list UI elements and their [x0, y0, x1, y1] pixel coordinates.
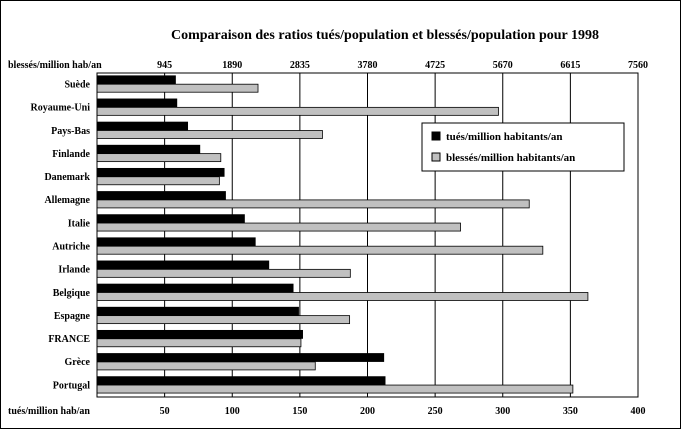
bar-blesses	[96, 268, 351, 278]
bar-blesses	[96, 153, 222, 163]
legend: tués/million habitants/an blessés/millio…	[421, 122, 625, 172]
bar-tues	[96, 121, 189, 131]
bottom-tick-label: 200	[360, 406, 375, 417]
bottom-tick-label: 50	[160, 406, 170, 417]
bottom-tick-label: 350	[563, 406, 578, 417]
top-tick-label: 2835	[290, 60, 310, 71]
top-axis-label: blessés/million hab/an	[8, 60, 102, 71]
bar-tues	[96, 283, 294, 293]
bottom-tick-label: 250	[428, 406, 443, 417]
legend-swatch-blesses	[431, 152, 441, 162]
bar-tues	[96, 353, 385, 362]
bar-blesses	[96, 315, 351, 325]
bottom-tick-label: 400	[631, 406, 646, 417]
bar-tues	[96, 306, 299, 316]
category-label: Irlande	[58, 265, 90, 276]
legend-label-blesses: blessés/million habitants/an	[446, 152, 575, 164]
category-label: Grèce	[64, 357, 90, 368]
top-tick-label: 6615	[560, 60, 580, 71]
category-label: FRANCE	[48, 334, 90, 345]
bar-tues	[96, 376, 386, 386]
category-label: Autriche	[52, 242, 90, 253]
bar-tues	[96, 260, 270, 270]
bottom-axis-label: tués/million hab/an	[8, 406, 90, 417]
bar-blesses	[96, 106, 499, 116]
bar-blesses	[96, 199, 530, 209]
bar-tues	[96, 191, 226, 200]
legend-box	[421, 122, 625, 172]
bar-tues	[96, 214, 245, 224]
category-label: Italie	[68, 218, 91, 229]
bottom-tick-label: 100	[225, 406, 240, 417]
tick-labels: 945 1890 2835 3780 4725 5670 6615 7560 50 100 150 2…	[157, 60, 648, 417]
bottom-tick-label: 150	[292, 406, 307, 417]
bar-tues	[96, 98, 178, 108]
plot-area-border	[96, 72, 639, 398]
category-label: Suède	[64, 80, 90, 91]
bar-blesses	[96, 292, 589, 301]
bar-blesses	[96, 83, 259, 93]
bar-blesses	[96, 338, 302, 348]
top-tick-label: 4725	[425, 60, 445, 71]
bar-blesses	[96, 222, 461, 232]
category-label: Belgique	[53, 288, 91, 299]
legend-swatch-tues	[431, 131, 441, 141]
category-label: Royaume-Uni	[31, 103, 91, 114]
bar-tues	[96, 237, 256, 247]
legend-label-tues: tués/million habitants/an	[446, 131, 562, 143]
category-label: Finlande	[52, 149, 90, 160]
bar-tues	[96, 75, 176, 85]
category-label: Espagne	[54, 311, 91, 322]
category-label: Portugal	[53, 380, 90, 391]
top-tick-label: 1890	[222, 60, 242, 71]
chart-title: Comparaison des ratios tués/population e…	[171, 28, 599, 43]
top-tick-label: 945	[157, 60, 172, 71]
bar-blesses	[96, 176, 220, 186]
bar-tues	[96, 144, 201, 154]
top-tick-label: 3780	[358, 60, 378, 71]
bar-tues	[96, 167, 225, 177]
category-labels: Suède Royaume-Uni Pays-Bas Finlande Danemark…	[31, 80, 91, 392]
bar-tues	[96, 329, 303, 339]
bar-blesses	[96, 361, 316, 371]
category-label: Allemagne	[44, 195, 90, 206]
category-label: Danemark	[44, 172, 90, 183]
bar-blesses	[96, 245, 544, 255]
top-tick-label: 7560	[628, 60, 648, 71]
bottom-tick-label: 300	[495, 406, 510, 417]
bar-blesses	[96, 130, 323, 139]
bar-blesses	[96, 384, 574, 394]
top-tick-label: 5670	[493, 60, 513, 71]
category-label: Pays-Bas	[51, 126, 90, 137]
